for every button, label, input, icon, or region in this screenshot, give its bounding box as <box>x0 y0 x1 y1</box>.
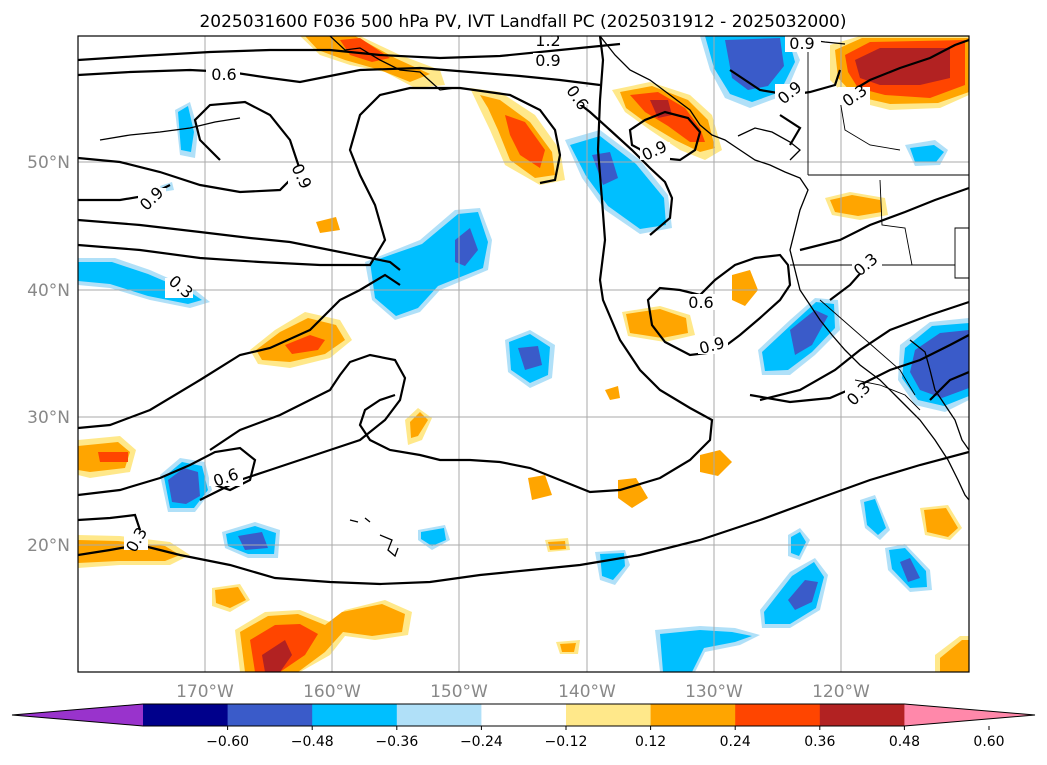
lat-label: 30°N <box>27 408 70 428</box>
colorbar-tick-label: −0.12 <box>545 734 588 750</box>
colorbar-bin <box>396 704 482 726</box>
colorbar-tick-label: −0.36 <box>375 734 418 750</box>
lat-label: 20°N <box>27 536 70 556</box>
positive-anomaly-fills <box>78 36 969 672</box>
colorbar-tick-label: 0.12 <box>635 734 666 750</box>
colorbar-tick-label: 0.24 <box>720 734 751 750</box>
map-frame <box>77 35 970 673</box>
colorbar-tick-label: 0.36 <box>804 734 835 750</box>
colorbar-tick-label: 0.48 <box>889 734 920 750</box>
coastlines <box>99 36 969 558</box>
colorbar-bin <box>566 704 652 726</box>
colorbar-tick-label: −0.48 <box>291 734 334 750</box>
colorbar-tick-label: −0.60 <box>206 734 249 750</box>
lon-label: 160°W <box>303 682 361 702</box>
colorbar-bin <box>143 704 229 726</box>
lon-label: 120°W <box>812 682 870 702</box>
negative-anomaly-fills <box>78 36 969 672</box>
colorbar-tick-label: −0.24 <box>460 734 503 750</box>
contour-label: 0.9 <box>789 34 814 53</box>
colorbar-outline <box>11 703 1036 727</box>
colorbar-bin <box>735 704 821 726</box>
contour-label: 0.9 <box>535 51 560 70</box>
colorbar-extend-low <box>12 704 143 726</box>
lon-label: 170°W <box>176 682 234 702</box>
colorbar-tick-label: 0.60 <box>973 734 1004 750</box>
political-borders <box>790 36 969 411</box>
colorbar-bin <box>819 704 905 726</box>
lat-label: 40°N <box>27 281 70 301</box>
lon-label: 140°W <box>558 682 616 702</box>
lon-label: 130°W <box>685 682 743 702</box>
colorbar: −0.60 −0.48 −0.36 −0.24 −0.12 0.12 0.24 0.36 0.4… <box>11 703 1036 750</box>
contour-label: 1.2 <box>535 31 560 50</box>
colorbar-bin <box>650 704 736 726</box>
colorbar-extend-high <box>904 704 1035 726</box>
contour-label: 0.6 <box>688 293 713 312</box>
lat-label: 50°N <box>27 153 70 173</box>
lon-label: 150°W <box>430 682 488 702</box>
colorbar-bin <box>227 704 313 726</box>
latitude-labels: 50°N 40°N 30°N 20°N <box>27 153 70 556</box>
figure-title: 2025031600 F036 500 hPa PV, IVT Landfall… <box>199 12 846 32</box>
colorbar-bin <box>312 704 398 726</box>
longitude-labels: 170°W 160°W 150°W 140°W 130°W 120°W <box>176 682 870 702</box>
contour-label: 0.6 <box>211 65 236 84</box>
pv-contours <box>78 36 969 586</box>
graticule <box>78 36 969 672</box>
map-layers: 1.2 0.9 0.6 0.6 0.9 0.9 0.9 0.9 0.3 0.9 … <box>78 31 969 672</box>
colorbar-bin <box>481 704 567 726</box>
